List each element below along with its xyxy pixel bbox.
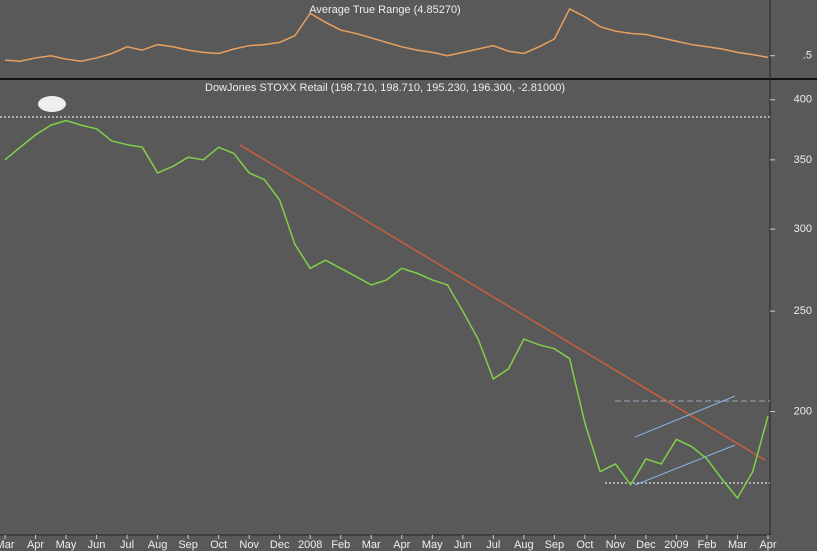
x-tick-label: Dec [636,539,656,551]
x-tick-label: Mar [362,539,381,551]
x-tick-label: Oct [210,539,227,551]
x-tick-label: Apr [393,539,410,551]
x-tick-label: Aug [514,539,534,551]
x-tick-label: May [422,539,443,551]
channel-lower [634,444,736,486]
x-tick-label: May [56,539,77,551]
x-tick-label: Sep [545,539,565,551]
x-tick-label: Mar [0,539,15,551]
trend-line [239,144,766,461]
y-tick-label: 300 [794,223,812,235]
price-title: DowJones STOXX Retail (198.710, 198.710,… [205,82,565,94]
y-tick-label: 400 [794,94,812,106]
x-tick-label: Dec [270,539,290,551]
x-tick-label: Apr [27,539,44,551]
x-tick-label: Sep [178,539,198,551]
x-tick-label: Feb [331,539,350,551]
y-tick-label: 250 [794,305,812,317]
bear-icon [38,96,66,112]
y-tick-label: .5 [803,50,812,62]
x-tick-label: Aug [148,539,168,551]
x-tick-label: Jun [454,539,472,551]
x-tick-label: Mar [728,539,747,551]
x-tick-label: Feb [697,539,716,551]
x-tick-label: Nov [606,539,626,551]
x-tick-label: 2009 [664,539,688,551]
y-tick-label: 200 [794,405,812,417]
series-line [4,7,769,63]
channel-upper [634,395,736,438]
x-tick-label: Oct [576,539,593,551]
x-tick-label: Jul [120,539,134,551]
x-tick-label: Apr [759,539,776,551]
x-tick-label: Jul [486,539,500,551]
series-line [4,119,769,500]
x-tick-label: Nov [239,539,259,551]
atr-title: Average True Range (4.85270) [309,4,460,16]
x-tick-label: 2008 [298,539,322,551]
y-tick-label: 350 [794,154,812,166]
x-tick-label: Jun [88,539,106,551]
